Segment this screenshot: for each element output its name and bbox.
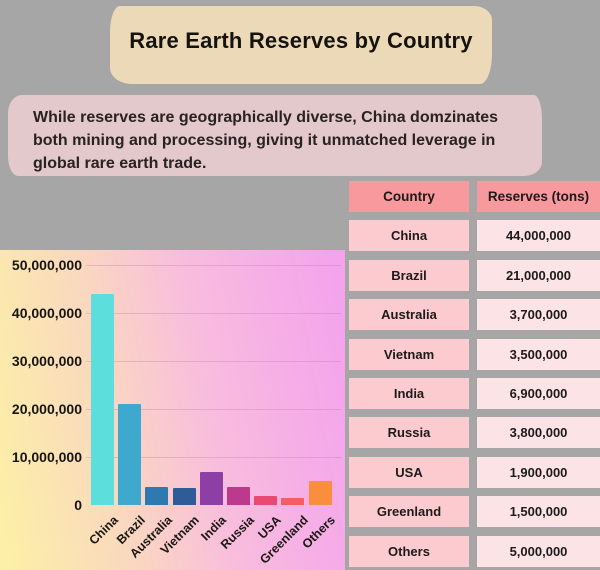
table-row: Greenland 1,500,000 [349, 496, 600, 528]
table-cell-country: Australia [349, 299, 469, 331]
table-cell-reserves: 1,900,000 [477, 456, 600, 488]
table-row: Australia 3,700,000 [349, 299, 600, 331]
subtitle-line: both mining and processing, giving it un… [33, 132, 496, 149]
reserves-table: Country Reserves (tons) China 44,000,000 Bra… [349, 181, 600, 570]
table-row: USA 1,900,000 [349, 456, 600, 488]
table-row: Brazil 21,000,000 [349, 259, 600, 291]
y-axis-tick-label: 30,000,000 [11, 353, 82, 369]
table-cell-country: Brazil [349, 259, 469, 291]
bar-australia [145, 487, 169, 505]
y-axis-tick-label: 0 [74, 497, 82, 513]
table-header-country: Country [349, 181, 469, 212]
table-cell-reserves: 3,800,000 [477, 417, 600, 449]
table-row: Others 5,000,000 [349, 535, 600, 567]
table-header-reserves: Reserves (tons) [477, 181, 600, 212]
y-axis-tick-label: 10,000,000 [11, 449, 82, 465]
table-cell-reserves: 1,500,000 [477, 496, 600, 528]
bar-vietnam [172, 488, 196, 505]
table-cell-country: USA [349, 456, 469, 488]
y-axis-tick-label: 50,000,000 [11, 257, 82, 273]
table-cell-reserves: 5,000,000 [477, 535, 600, 567]
table-row: India 6,900,000 [349, 377, 600, 409]
y-gridline [86, 361, 341, 362]
bar-chart: 0 10,000,000 20,000,000 30,000,000 40,000,00… [0, 250, 345, 570]
subtitle-line: global rare earth trade. [33, 155, 207, 172]
bar-others [308, 481, 332, 505]
table-row: Vietnam 3,500,000 [349, 338, 600, 370]
table-row: China 44,000,000 [349, 220, 600, 252]
subtitle-line: While reserves are geographically divers… [33, 109, 499, 126]
y-gridline [86, 457, 341, 458]
table-cell-reserves: 6,900,000 [477, 377, 600, 409]
bar-usa [254, 496, 278, 505]
bar-russia [227, 487, 250, 505]
table-cell-country: China [349, 220, 469, 252]
table-header-row: Country Reserves (tons) [349, 181, 600, 212]
table-cell-country: Russia [349, 417, 469, 449]
bar-brazil [118, 404, 142, 505]
subtitle-banner: While reserves are geographically divers… [8, 95, 542, 176]
y-axis-tick-label: 20,000,000 [11, 401, 82, 417]
bar-greenland [281, 498, 305, 505]
bar-china [91, 294, 114, 505]
table-cell-country: Greenland [349, 496, 469, 528]
table-row: Russia 3,800,000 [349, 417, 600, 449]
table-cell-reserves: 21,000,000 [477, 259, 600, 291]
y-gridline [86, 313, 341, 314]
bar-india [199, 472, 223, 505]
title-banner: Rare Earth Reserves by Country [110, 6, 492, 84]
table-cell-reserves: 3,700,000 [477, 299, 600, 331]
table-cell-reserves: 3,500,000 [477, 338, 600, 370]
table-cell-country: Others [349, 535, 469, 567]
table-cell-country: Vietnam [349, 338, 469, 370]
page-title: Rare Earth Reserves by Country [129, 28, 473, 53]
y-axis-tick-label: 40,000,000 [11, 305, 82, 321]
table-cell-reserves: 44,000,000 [477, 220, 600, 252]
y-gridline [86, 265, 341, 266]
y-gridline [86, 409, 341, 410]
table-cell-country: India [349, 377, 469, 409]
